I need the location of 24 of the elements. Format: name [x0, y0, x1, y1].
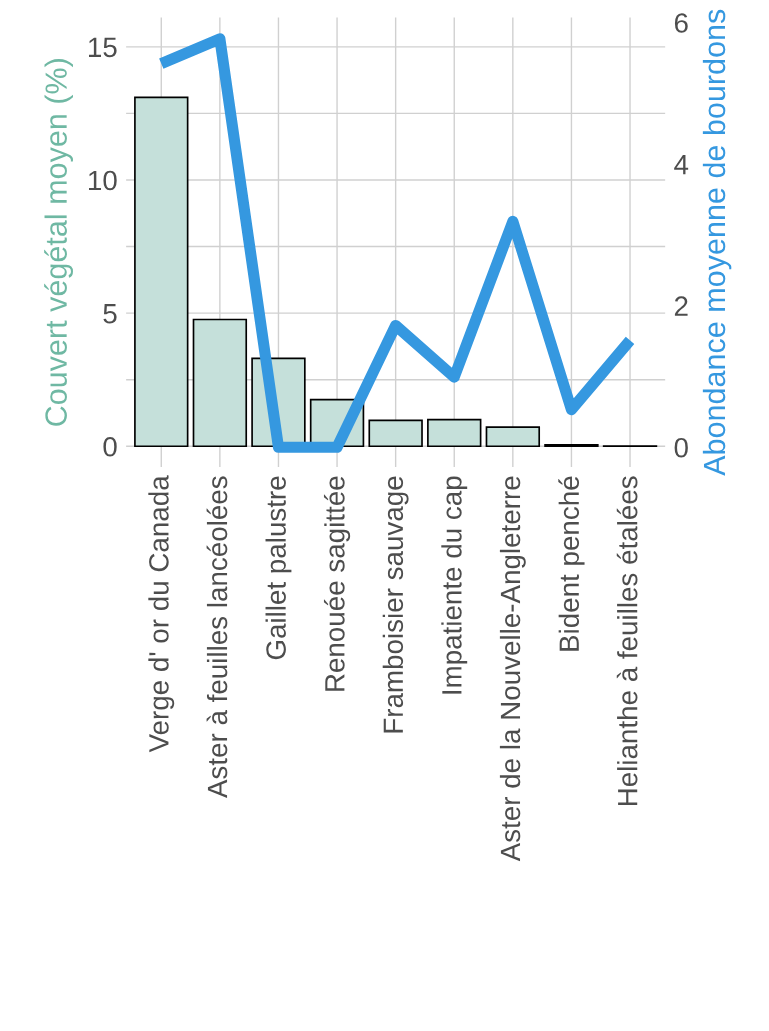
y-axis-title: Couvert végétal moyen (%)	[44, 59, 73, 426]
x-tick-label: Bident penché	[558, 476, 585, 651]
x-tick-label: Gaillet palustre	[265, 476, 292, 660]
x-tick-label: Aster à feuilles lancéolées	[206, 476, 228, 799]
x-tick-label: Verge d' or du Canada	[148, 475, 175, 753]
y2-tick-label: 0	[674, 437, 688, 458]
x-tick-label: Renouée sagittée	[323, 476, 351, 691]
y2-axis-title: Abondance moyenne de bourdons	[702, 9, 732, 476]
y2-tick-label: 2	[674, 296, 688, 316]
y2-tick-label: 4	[674, 155, 689, 175]
bar	[192, 318, 248, 448]
bar	[485, 426, 541, 448]
bar	[368, 419, 423, 448]
y-tick-label: 10	[89, 170, 117, 191]
y-tick-label: 0	[103, 436, 117, 457]
x-tick-label: Framboisier sauvage	[382, 476, 409, 733]
x-tick-label: Helianthe à feuilles étalées	[616, 476, 638, 806]
bar	[427, 418, 482, 448]
x-tick-label: Impatiente du cap	[441, 476, 468, 694]
y2-tick-label: 6	[674, 13, 688, 33]
y-tick-label: 5	[103, 304, 117, 324]
bar	[134, 96, 189, 448]
y-tick-label: 15	[89, 37, 117, 58]
x-tick-label: Aster de la Nouvelle-Angleterre	[499, 476, 526, 862]
